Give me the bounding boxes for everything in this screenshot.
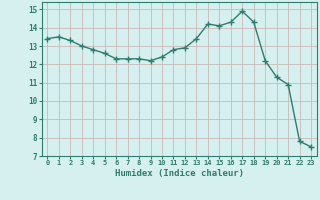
X-axis label: Humidex (Indice chaleur): Humidex (Indice chaleur)	[115, 169, 244, 178]
